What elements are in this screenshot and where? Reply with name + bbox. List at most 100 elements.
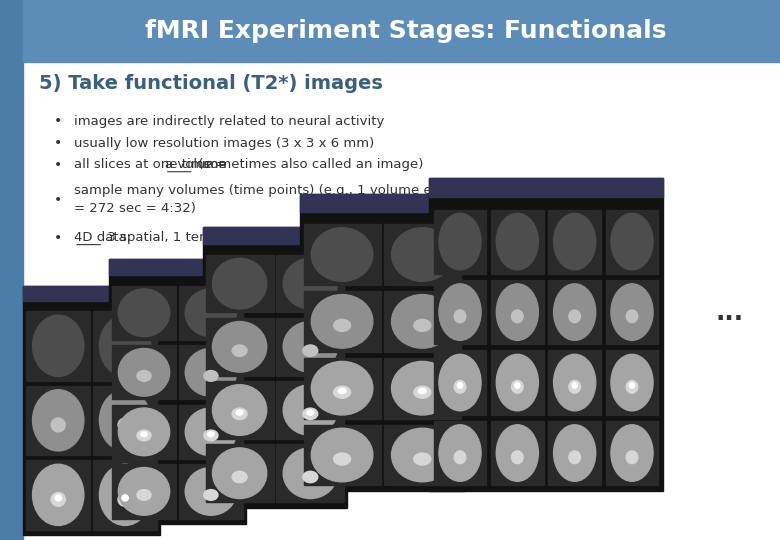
Ellipse shape <box>334 319 350 332</box>
Bar <box>27 386 90 455</box>
Ellipse shape <box>137 490 151 501</box>
Bar <box>491 350 544 415</box>
Ellipse shape <box>611 213 653 270</box>
Ellipse shape <box>99 390 151 451</box>
Bar <box>206 318 274 376</box>
Ellipse shape <box>392 361 453 415</box>
Ellipse shape <box>99 315 151 376</box>
Ellipse shape <box>212 258 267 309</box>
Ellipse shape <box>454 310 466 323</box>
Ellipse shape <box>414 386 431 398</box>
Bar <box>606 280 658 344</box>
Bar <box>434 210 487 274</box>
Bar <box>606 210 658 274</box>
Ellipse shape <box>454 451 466 464</box>
Ellipse shape <box>569 381 580 393</box>
Ellipse shape <box>185 348 236 396</box>
Ellipse shape <box>204 370 218 381</box>
Ellipse shape <box>99 464 151 525</box>
Ellipse shape <box>283 384 338 435</box>
Bar <box>109 259 246 524</box>
Bar <box>434 421 487 485</box>
Ellipse shape <box>496 213 538 270</box>
Ellipse shape <box>512 381 523 393</box>
Ellipse shape <box>55 495 62 501</box>
Ellipse shape <box>629 382 635 388</box>
Ellipse shape <box>496 425 538 481</box>
Bar <box>109 259 246 275</box>
Bar <box>27 311 90 381</box>
Ellipse shape <box>392 428 453 482</box>
Bar <box>206 381 274 439</box>
Ellipse shape <box>515 382 520 388</box>
Ellipse shape <box>137 430 151 441</box>
Ellipse shape <box>204 430 218 441</box>
Ellipse shape <box>122 495 128 501</box>
Text: images are indirectly related to neural activity: images are indirectly related to neural … <box>74 115 385 128</box>
Ellipse shape <box>137 370 151 381</box>
Ellipse shape <box>311 228 373 281</box>
Ellipse shape <box>185 468 236 515</box>
Ellipse shape <box>334 453 350 465</box>
Text: 5) Take functional (T2*) images: 5) Take functional (T2*) images <box>39 74 383 93</box>
Text: •: • <box>55 158 62 172</box>
Ellipse shape <box>439 425 481 481</box>
Ellipse shape <box>33 390 84 451</box>
Ellipse shape <box>419 388 426 394</box>
Ellipse shape <box>232 408 247 420</box>
Bar <box>491 280 544 344</box>
Ellipse shape <box>454 381 466 393</box>
Ellipse shape <box>311 295 373 348</box>
Text: all slices at one time =: all slices at one time = <box>74 158 232 171</box>
Bar <box>606 421 658 485</box>
Ellipse shape <box>119 408 170 456</box>
Bar <box>548 421 601 485</box>
Ellipse shape <box>236 410 243 415</box>
Ellipse shape <box>119 289 170 336</box>
Text: ...: ... <box>715 301 743 325</box>
Ellipse shape <box>554 354 596 411</box>
Ellipse shape <box>33 315 84 376</box>
Bar <box>429 178 663 197</box>
Bar <box>23 286 160 301</box>
Bar <box>93 386 157 455</box>
Ellipse shape <box>392 228 453 281</box>
Bar <box>548 350 601 415</box>
Bar <box>491 210 544 274</box>
Bar <box>179 464 243 518</box>
Ellipse shape <box>512 451 523 464</box>
Ellipse shape <box>283 321 338 372</box>
Ellipse shape <box>207 432 214 437</box>
Text: •: • <box>55 114 62 129</box>
Ellipse shape <box>204 490 218 501</box>
Ellipse shape <box>311 428 373 482</box>
Ellipse shape <box>626 451 638 464</box>
Bar <box>179 286 243 340</box>
Bar <box>491 421 544 485</box>
Ellipse shape <box>303 471 317 483</box>
Ellipse shape <box>572 382 577 388</box>
Bar <box>303 291 381 352</box>
Ellipse shape <box>414 319 431 332</box>
Ellipse shape <box>554 213 596 270</box>
Ellipse shape <box>51 492 66 507</box>
Bar <box>23 0 780 62</box>
Bar <box>384 357 461 418</box>
Ellipse shape <box>626 310 638 323</box>
Bar <box>384 424 461 485</box>
Bar <box>434 350 487 415</box>
Ellipse shape <box>212 321 267 372</box>
Text: a volume: a volume <box>165 158 226 171</box>
Ellipse shape <box>118 418 132 432</box>
Bar <box>384 291 461 352</box>
Ellipse shape <box>185 408 236 456</box>
Text: sample many volumes (time points) (e.g., 1 volume every 2 seconds for 136 volume: sample many volumes (time points) (e.g.,… <box>74 184 646 215</box>
Text: usually low resolution images (3 x 3 x 6 mm): usually low resolution images (3 x 3 x 6… <box>74 137 374 150</box>
Ellipse shape <box>611 425 653 481</box>
Bar <box>203 227 347 508</box>
Bar <box>276 318 344 376</box>
Bar <box>112 464 176 518</box>
Bar <box>203 227 347 244</box>
Ellipse shape <box>611 284 653 340</box>
Ellipse shape <box>611 354 653 411</box>
